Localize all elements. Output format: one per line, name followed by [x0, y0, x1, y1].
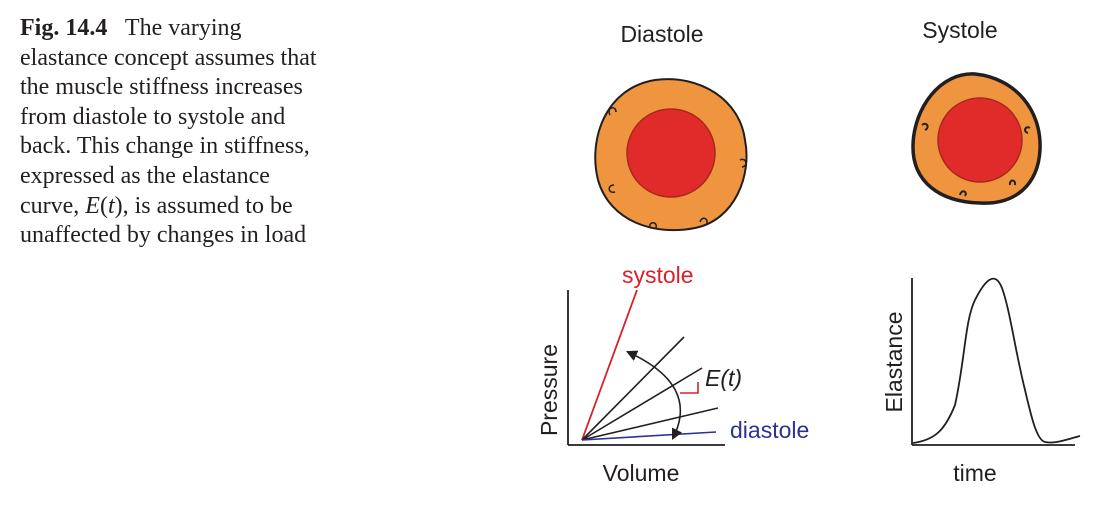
- curved-double-arrow: [625, 350, 683, 440]
- et-label: E(t): [705, 365, 742, 391]
- pressure-volume-plot: systole E(t) diastole Volume Pressure: [536, 262, 809, 486]
- caption-text-2: , is assumed to be unaffected by changes…: [20, 192, 307, 249]
- systole-heart-cross-section: [911, 72, 1042, 205]
- elastance-time-plot: time Elastance: [881, 277, 1081, 486]
- caption-close-paren: ): [114, 192, 123, 219]
- caption-open-paren: (: [99, 192, 108, 219]
- diastole-title: Diastole: [620, 21, 703, 47]
- figure-label: Fig. 14.4: [20, 15, 108, 41]
- diastole-heart-cross-section: [594, 78, 748, 232]
- elastance-curve: [912, 277, 1081, 444]
- systole-label: systole: [622, 262, 694, 288]
- figure-caption: Fig. 14.4 The varying elastance concept …: [20, 14, 320, 251]
- slope-indicator: [680, 382, 699, 394]
- caption-t-symbol: t: [107, 192, 115, 219]
- time-axis-label: time: [953, 460, 996, 486]
- systole-title: Systole: [922, 17, 997, 43]
- volume-axis-label: Volume: [603, 460, 680, 486]
- caption-e-symbol: E: [85, 192, 100, 219]
- pressure-axis-label: Pressure: [536, 344, 562, 436]
- elastance-axis-label: Elastance: [881, 311, 907, 412]
- caption-text-1: The varying elastance concept assumes th…: [20, 15, 317, 219]
- diastole-label: diastole: [730, 417, 809, 443]
- systole-line: [581, 289, 638, 441]
